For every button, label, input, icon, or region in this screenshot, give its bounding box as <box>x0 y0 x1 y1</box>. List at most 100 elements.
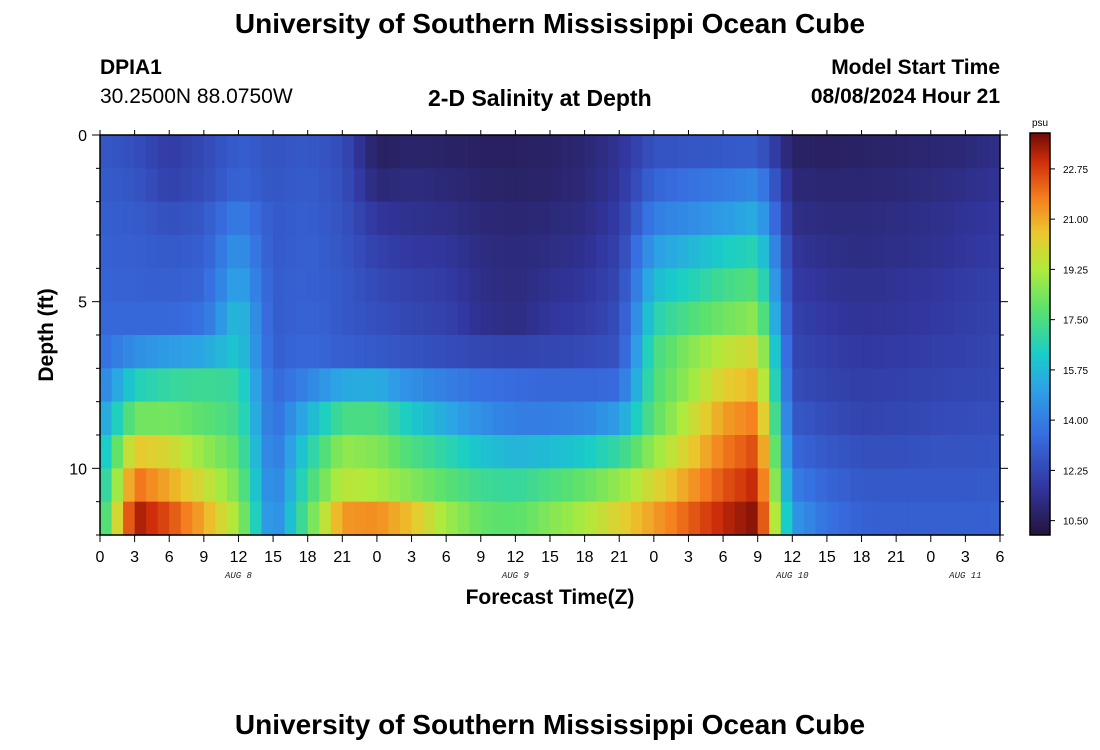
heatmap-cell <box>146 468 159 503</box>
heatmap-cell <box>261 401 274 436</box>
heatmap-cell <box>688 501 701 536</box>
heatmap-cell <box>769 301 782 336</box>
heatmap-cell <box>780 201 793 236</box>
heatmap-cell <box>400 201 413 236</box>
heatmap-cell <box>526 301 540 336</box>
heatmap-cell <box>192 301 205 336</box>
heatmap-cell <box>307 201 320 236</box>
heatmap-cell <box>146 301 159 336</box>
heatmap-cell <box>480 268 493 303</box>
heatmap-cell <box>734 201 747 236</box>
heatmap-cell <box>469 268 482 303</box>
heatmap-cell <box>203 368 216 403</box>
heatmap-cell <box>723 201 736 236</box>
heatmap-cell <box>653 135 666 169</box>
heatmap-cell <box>526 501 540 536</box>
heatmap-cell <box>803 335 816 369</box>
heatmap-cell <box>826 435 840 469</box>
y-tick-label: 0 <box>78 128 87 145</box>
heatmap-cell <box>607 201 620 236</box>
x-tick-label: 15 <box>818 549 836 566</box>
heatmap-cell <box>192 368 205 403</box>
heatmap-cell <box>896 468 909 503</box>
heatmap-cell <box>100 201 113 236</box>
heatmap-cell <box>365 401 378 436</box>
heatmap-cell <box>134 501 147 536</box>
heatmap-cell <box>826 401 840 436</box>
heatmap-cell <box>296 235 309 269</box>
heatmap-cell <box>480 235 493 269</box>
heatmap-cell <box>203 501 216 536</box>
heatmap-cell <box>596 301 609 336</box>
heatmap-cell <box>469 235 482 269</box>
heatmap-cell <box>930 501 943 536</box>
heatmap-cell <box>134 468 147 503</box>
heatmap-cell <box>838 401 851 436</box>
colorbar-tick-label: 19.25 <box>1063 265 1088 276</box>
heatmap-cell <box>653 168 666 203</box>
heatmap-cell <box>261 301 274 336</box>
heatmap-cell <box>965 235 978 269</box>
heatmap-cell <box>596 368 609 403</box>
heatmap-cell <box>203 201 216 236</box>
heatmap-cell <box>469 501 482 536</box>
heatmap-cell <box>446 401 459 436</box>
heatmap-cell <box>538 135 551 169</box>
heatmap-cell <box>965 301 978 336</box>
heatmap-cell <box>665 235 678 269</box>
colorbar <box>1029 132 1051 536</box>
heatmap-cell <box>919 435 932 469</box>
heatmap-cell <box>284 401 297 436</box>
heatmap-cell <box>838 468 851 503</box>
heatmap-cell <box>215 201 228 236</box>
model-start-value: 08/08/2024 Hour 21 <box>810 85 1000 108</box>
heatmap-cell <box>584 268 597 303</box>
heatmap-cell <box>596 201 609 236</box>
heatmap-cell <box>607 135 620 169</box>
heatmap-cell <box>261 335 274 369</box>
heatmap-cell <box>826 135 840 169</box>
heatmap-cell <box>976 201 990 236</box>
heatmap-cell <box>953 301 966 336</box>
heatmap-cell <box>423 501 436 536</box>
heatmap-cell <box>111 501 124 536</box>
heatmap-cell <box>619 401 632 436</box>
x-tick-label: 3 <box>407 549 416 566</box>
heatmap-cell <box>226 168 240 203</box>
heatmap-cell <box>388 368 401 403</box>
heatmap-cell <box>296 168 309 203</box>
heatmap-cell <box>319 301 332 336</box>
heatmap-cell <box>919 268 932 303</box>
heatmap-cell <box>226 435 240 469</box>
heatmap-cell <box>803 301 816 336</box>
heatmap-cell <box>353 368 366 403</box>
heatmap-cell <box>238 268 251 303</box>
heatmap-cell <box>653 301 666 336</box>
colorbar-tick-label: 15.75 <box>1063 366 1088 377</box>
heatmap-cell <box>342 435 355 469</box>
heatmap-cell <box>815 168 828 203</box>
heatmap-cell <box>319 168 332 203</box>
heatmap-cell <box>538 468 551 503</box>
heatmap-cell <box>480 368 493 403</box>
heatmap-cell <box>480 301 493 336</box>
heatmap-cell <box>653 468 666 503</box>
heatmap-cell <box>884 268 897 303</box>
heatmap-cell <box>838 201 851 236</box>
heatmap-cell <box>411 435 424 469</box>
heatmap-cell <box>538 235 551 269</box>
station-coordinates: 30.2500N 88.0750W <box>100 85 293 108</box>
heatmap-cell <box>769 368 782 403</box>
heatmap-cell <box>307 468 320 503</box>
heatmap-cell <box>134 401 147 436</box>
heatmap-cell <box>723 435 736 469</box>
heatmap-cell <box>157 335 170 369</box>
heatmap-cell <box>780 268 793 303</box>
heatmap-cell <box>953 468 966 503</box>
heatmap-cell <box>226 201 240 236</box>
heatmap-cell <box>826 168 840 203</box>
heatmap-cell <box>203 301 216 336</box>
heatmap-cell <box>192 268 205 303</box>
heatmap-cell <box>469 135 482 169</box>
heatmap-cell <box>215 301 228 336</box>
